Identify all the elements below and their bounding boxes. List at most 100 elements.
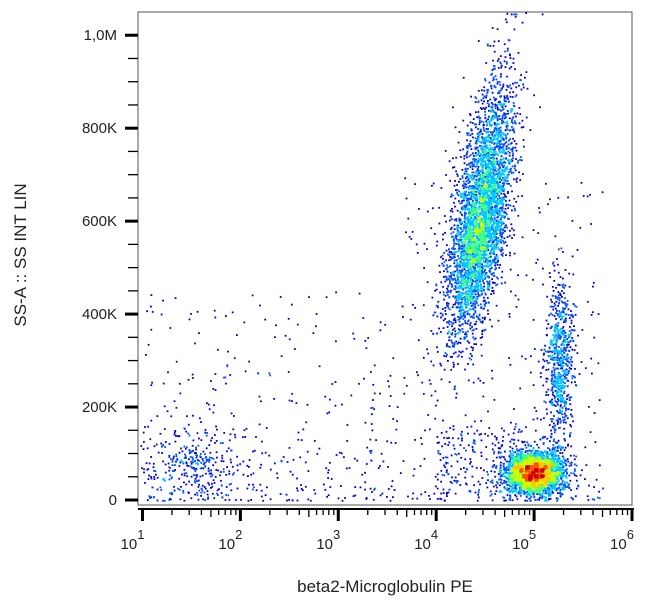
data-point	[511, 159, 514, 162]
data-point	[486, 124, 488, 127]
data-point	[476, 170, 478, 172]
data-point	[468, 253, 471, 255]
data-point	[571, 415, 573, 417]
data-point	[174, 464, 176, 466]
data-point	[565, 414, 568, 417]
data-point	[463, 228, 466, 230]
data-point	[462, 288, 465, 291]
data-point	[214, 373, 217, 375]
data-point	[466, 253, 468, 256]
data-point	[458, 131, 461, 133]
data-point	[563, 459, 566, 462]
data-point	[543, 400, 546, 403]
data-point	[563, 438, 566, 440]
data-point	[444, 466, 447, 469]
data-point	[563, 416, 566, 419]
data-point	[509, 168, 511, 171]
data-point	[566, 371, 569, 374]
data-point	[517, 439, 520, 442]
data-point	[469, 198, 472, 200]
data-point	[492, 115, 494, 117]
data-point	[491, 479, 494, 482]
data-point	[461, 269, 464, 272]
data-point	[555, 286, 557, 289]
data-point	[225, 382, 227, 385]
data-point	[483, 210, 485, 212]
data-point	[462, 224, 465, 226]
data-point	[326, 412, 329, 415]
data-point	[530, 355, 532, 358]
data-point	[461, 350, 464, 353]
data-point	[559, 460, 562, 463]
data-point	[471, 465, 474, 468]
data-point	[460, 223, 462, 226]
data-point	[506, 494, 509, 496]
data-point	[554, 376, 556, 378]
data-point	[444, 352, 447, 354]
data-point	[215, 469, 218, 471]
data-point	[464, 320, 466, 322]
data-point	[230, 489, 233, 492]
data-point	[566, 385, 569, 388]
data-point	[544, 489, 546, 492]
data-point	[595, 478, 598, 481]
data-point	[458, 452, 460, 455]
data-point	[500, 129, 502, 132]
data-point	[465, 163, 468, 166]
data-point	[454, 285, 457, 287]
data-point	[556, 338, 558, 341]
data-point	[475, 320, 478, 323]
data-point	[269, 468, 272, 471]
data-point	[497, 168, 500, 171]
data-point	[341, 403, 343, 406]
data-point	[438, 327, 440, 330]
data-point	[452, 252, 454, 255]
data-point	[511, 450, 514, 452]
data-point	[446, 321, 448, 324]
data-point	[551, 344, 554, 347]
data-point	[499, 200, 501, 202]
data-point	[559, 421, 562, 424]
data-point	[489, 200, 492, 202]
data-point	[190, 460, 192, 463]
data-point	[452, 272, 455, 275]
data-point	[454, 279, 457, 282]
data-point	[463, 253, 466, 256]
data-point	[550, 436, 552, 439]
data-point	[486, 165, 488, 168]
data-point	[479, 213, 481, 216]
data-point	[570, 472, 573, 475]
data-point	[163, 405, 166, 408]
data-point	[593, 412, 596, 414]
data-point	[469, 161, 472, 164]
data-point	[496, 117, 499, 120]
data-point	[554, 441, 557, 444]
data-point	[482, 128, 485, 131]
data-point	[174, 469, 176, 471]
data-point	[572, 315, 574, 317]
data-point	[495, 276, 498, 279]
data-point	[567, 314, 570, 316]
data-point	[389, 374, 392, 377]
data-point	[479, 153, 482, 155]
data-point	[495, 254, 498, 256]
data-point	[200, 421, 202, 423]
data-point	[472, 136, 474, 139]
data-point	[554, 383, 557, 386]
data-point	[465, 232, 468, 234]
data-point	[489, 45, 492, 47]
data-point	[573, 304, 576, 307]
data-point	[456, 235, 458, 238]
data-point	[450, 368, 453, 371]
data-point	[236, 464, 239, 467]
data-point	[468, 155, 471, 158]
data-point	[481, 333, 484, 336]
data-point	[571, 255, 574, 258]
data-point	[553, 415, 555, 418]
data-point	[566, 299, 569, 302]
data-point	[488, 239, 491, 242]
data-point	[483, 318, 486, 321]
data-point	[457, 271, 460, 274]
data-point	[444, 499, 446, 502]
data-point	[462, 185, 465, 187]
